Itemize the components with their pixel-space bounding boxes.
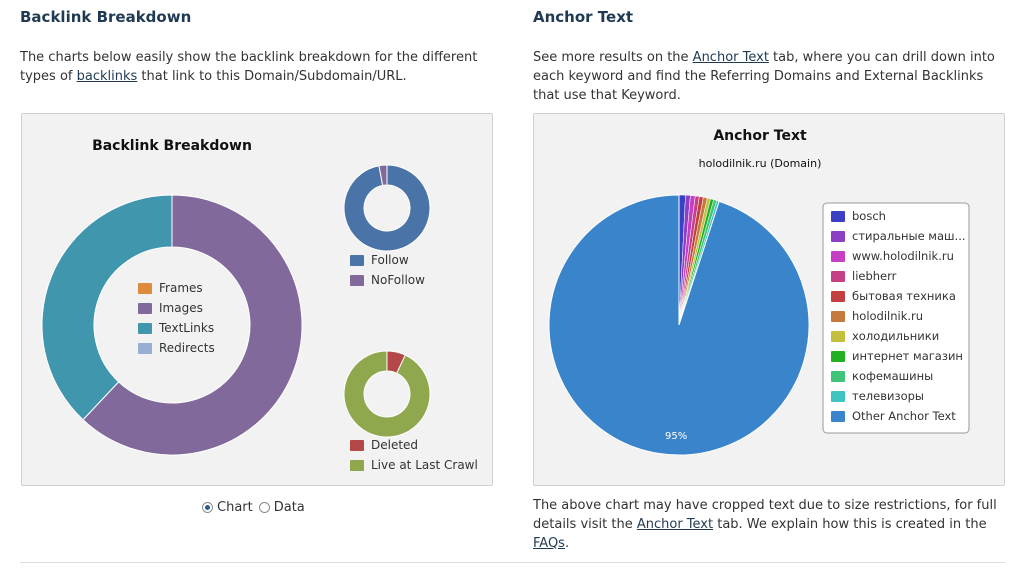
faqs-link[interactable]: FAQs: [533, 536, 565, 551]
breakdown-legend-swatch: [138, 323, 152, 334]
anchor-legend-item[interactable]: Other Anchor Text: [831, 409, 956, 423]
anchor-legend-swatch: [831, 371, 845, 382]
data-radio-label: Data: [273, 500, 305, 515]
anchor-intro-before: See more results on the: [533, 50, 693, 65]
anchor-legend-item[interactable]: www.holodilnik.ru: [831, 249, 954, 263]
anchor-legend-item[interactable]: телевизоры: [831, 389, 924, 403]
anchor-legend-swatch: [831, 251, 845, 262]
anchor-slice-other-anchor-text[interactable]: [548, 194, 810, 456]
breakdown-legend-item[interactable]: Images: [138, 301, 203, 315]
breakdown-legend-item[interactable]: Redirects: [138, 341, 215, 355]
footer-mid: tab. We explain how this is created in t…: [713, 517, 987, 532]
anchor-legend-swatch: [831, 271, 845, 282]
chart-radio[interactable]: [202, 502, 213, 513]
breakdown-legend-item[interactable]: Frames: [138, 281, 203, 295]
bottom-divider: [20, 562, 1005, 563]
backlink-breakdown-heading: Backlink Breakdown: [20, 8, 192, 26]
anchor-legend-swatch: [831, 231, 845, 242]
anchor-legend-swatch: [831, 351, 845, 362]
backlink-intro-text: The charts below easily show the backlin…: [20, 48, 495, 86]
anchor-legend-label: Other Anchor Text: [852, 409, 956, 423]
live-legend-item[interactable]: Deleted: [350, 438, 418, 452]
backlink-intro-before: The charts below easily show the backlin…: [20, 50, 478, 84]
follow-legend-item[interactable]: NoFollow: [350, 273, 425, 287]
live-slice-live-at-last-crawl[interactable]: [343, 350, 431, 438]
anchor-legend-label: телевизоры: [852, 389, 924, 403]
breakdown-legend-label: Frames: [159, 281, 203, 295]
follow-slice-nofollow[interactable]: [378, 164, 388, 186]
breakdown-legend-swatch: [138, 343, 152, 354]
anchor-legend-label: интернет магазин: [852, 349, 963, 363]
anchor-intro-text: See more results on the Anchor Text tab,…: [533, 48, 995, 105]
breakdown-slice-textlinks[interactable]: [41, 194, 173, 421]
breakdown-legend-label: Redirects: [159, 341, 215, 355]
breakdown-legend-item[interactable]: TextLinks: [138, 321, 214, 335]
anchor-text-tab-link-footer[interactable]: Anchor Text: [636, 517, 714, 532]
anchor-footer-text: The above chart may have cropped text du…: [533, 496, 1003, 553]
backlink-intro-after: that link to this Domain/Subdomain/URL.: [137, 69, 407, 84]
anchor-legend-label: бытовая техника: [852, 289, 956, 303]
anchor-text-heading: Anchor Text: [533, 8, 634, 26]
anchor-legend-label: стиральные маш...: [852, 229, 966, 243]
anchor-legend-label: кофемашины: [852, 369, 933, 383]
breakdown-legend-label: Images: [159, 301, 203, 315]
live-legend-item[interactable]: Live at Last Crawl: [350, 458, 478, 472]
breakdown-legend-swatch: [138, 283, 152, 294]
live-legend-swatch: [350, 440, 364, 451]
follow-legend-label: Follow: [371, 253, 409, 267]
anchor-legend-label: холодильники: [852, 329, 939, 343]
anchor-data-label: 95%: [665, 431, 687, 442]
view-toggle: Chart Data: [202, 500, 307, 515]
anchor-chart-subtitle: holodilnik.ru (Domain): [699, 157, 822, 170]
follow-legend-swatch: [350, 275, 364, 286]
backlinks-link[interactable]: backlinks: [76, 69, 138, 84]
breakdown-legend-swatch: [138, 303, 152, 314]
footer-before: The above chart may have cropped text du…: [533, 498, 997, 532]
anchor-text-panel: Anchor Text holodilnik.ru (Domain) 95% b…: [533, 113, 1005, 486]
breakdown-legend-label: TextLinks: [158, 321, 214, 335]
follow-legend-label: NoFollow: [371, 273, 425, 287]
anchor-intro-after: tab, where you can drill down into each …: [533, 50, 995, 103]
anchor-legend-label: liebherr: [852, 269, 897, 283]
anchor-legend-swatch: [831, 391, 845, 402]
anchor-text-tab-link[interactable]: Anchor Text: [692, 50, 769, 65]
follow-legend-swatch: [350, 255, 364, 266]
anchor-legend-swatch: [831, 411, 845, 422]
anchor-legend-label: holodilnik.ru: [852, 309, 923, 323]
breakdown-slice-images[interactable]: [82, 194, 303, 456]
backlink-breakdown-panel: Backlink Breakdown Frames Images TextLinks…: [21, 113, 493, 486]
anchor-legend-swatch: [831, 331, 845, 342]
live-legend-label: Live at Last Crawl: [371, 458, 478, 472]
anchor-legend-label: bosch: [852, 209, 886, 223]
follow-slice-follow[interactable]: [343, 164, 431, 252]
anchor-legend-item[interactable]: liebherr: [831, 269, 897, 283]
live-legend-swatch: [350, 460, 364, 471]
anchor-legend-item[interactable]: бытовая техника: [831, 289, 956, 303]
anchor-legend-swatch: [831, 291, 845, 302]
footer-after: .: [564, 536, 570, 551]
anchor-legend-swatch: [831, 211, 845, 222]
anchor-legend-label: www.holodilnik.ru: [852, 249, 954, 263]
data-radio-option[interactable]: Data: [258, 500, 305, 515]
anchor-legend-item[interactable]: стиральные маш...: [831, 229, 966, 243]
backlink-breakdown-charts: Backlink Breakdown Frames Images TextLinks…: [41, 138, 478, 472]
anchor-legend-item[interactable]: холодильники: [831, 329, 939, 343]
anchor-legend-box: [822, 202, 970, 434]
chart-radio-option[interactable]: Chart: [202, 500, 253, 515]
anchor-legend-item[interactable]: кофемашины: [831, 369, 933, 383]
anchor-legend-item[interactable]: holodilnik.ru: [831, 309, 923, 323]
data-radio[interactable]: [258, 502, 270, 513]
live-legend-label: Deleted: [371, 438, 418, 452]
chart-radio-label: Chart: [217, 500, 253, 515]
anchor-legend-swatch: [831, 311, 845, 322]
anchor-legend-item[interactable]: интернет магазин: [831, 349, 963, 363]
anchor-text-chart: Anchor Text holodilnik.ru (Domain) 95% b…: [548, 128, 970, 456]
anchor-legend-item[interactable]: bosch: [831, 209, 886, 223]
follow-legend-item[interactable]: Follow: [350, 253, 409, 267]
backlink-chart-title: Backlink Breakdown: [92, 138, 252, 154]
anchor-chart-title: Anchor Text: [713, 128, 807, 144]
